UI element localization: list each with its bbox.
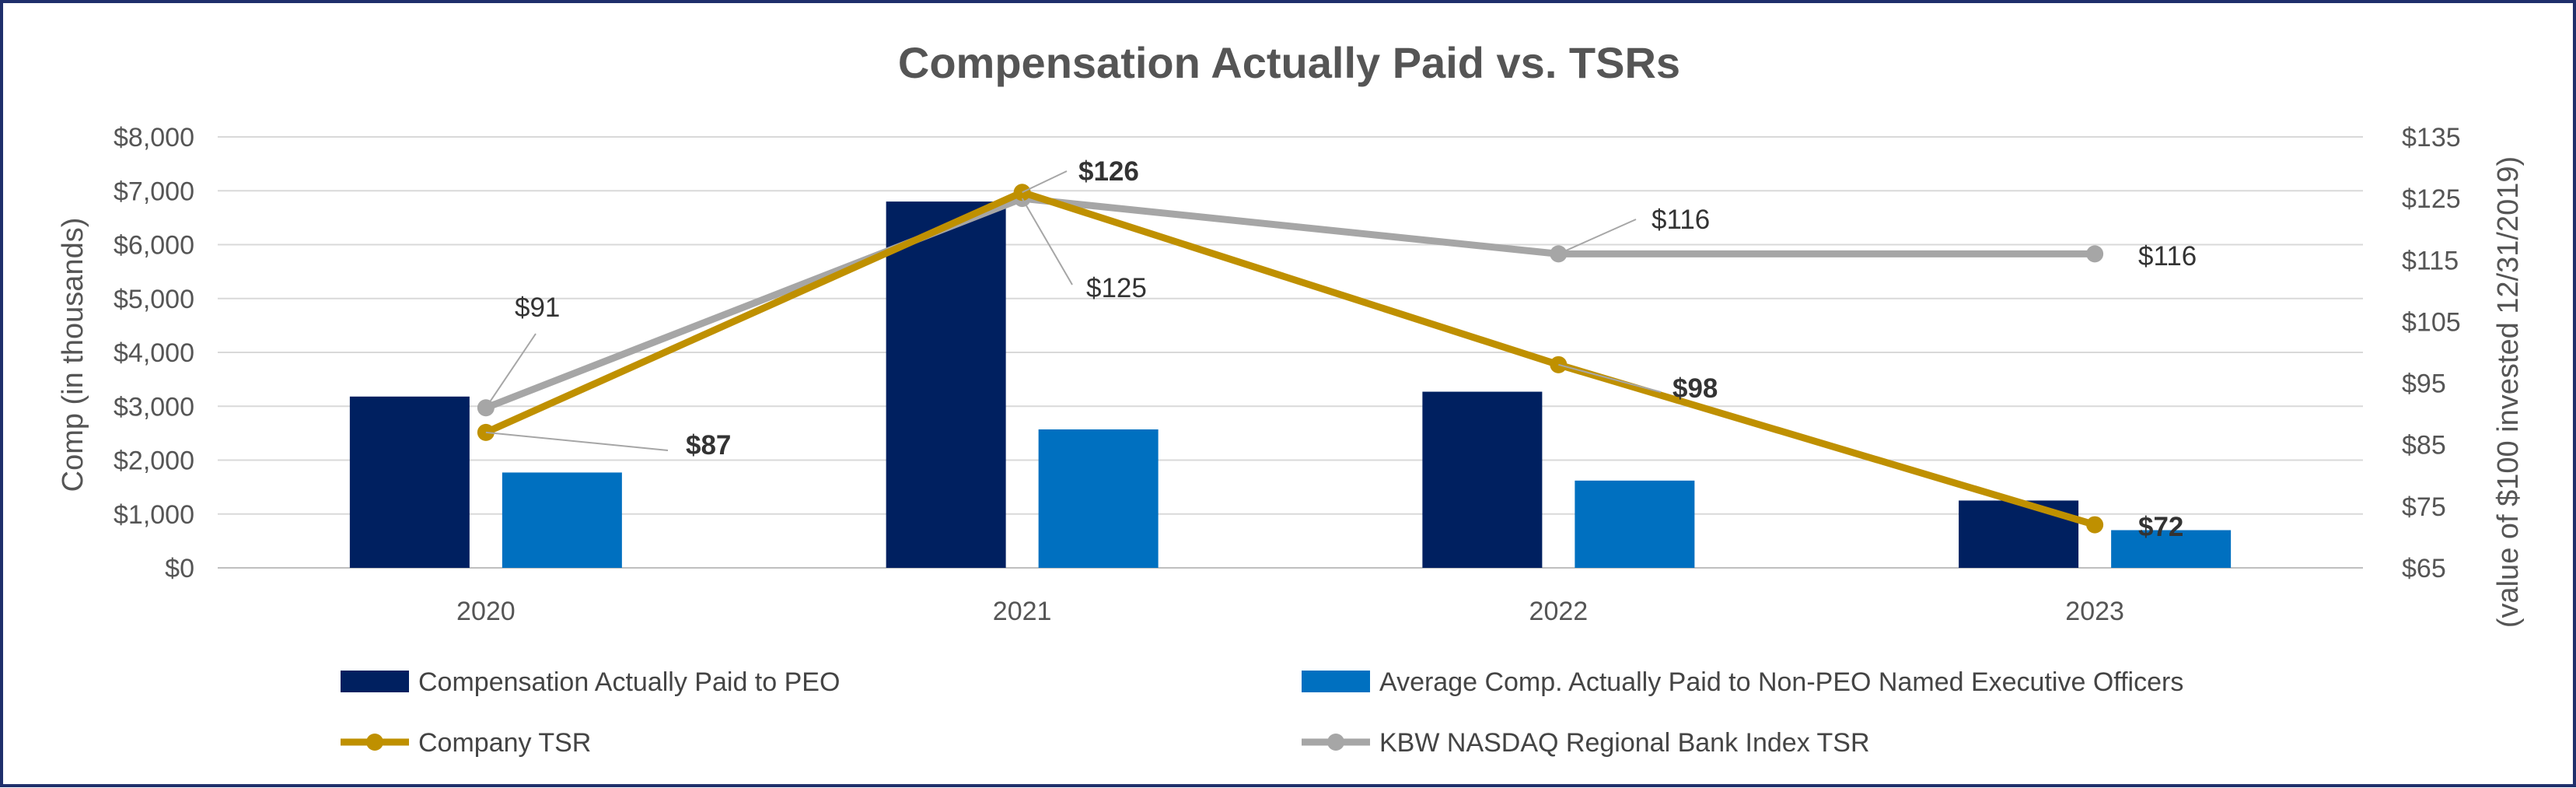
kbw-index-tsr-leader-2022 bbox=[1557, 219, 1637, 255]
y-axis-title: Comp (in thousands) bbox=[57, 218, 89, 492]
company-tsr-leader-2020 bbox=[485, 431, 669, 451]
bar-non-peo-2021 bbox=[1038, 429, 1159, 568]
kbw-index-tsr-data-label-2023: $116 bbox=[2138, 241, 2197, 271]
ticks: $0 $1,000 $2,000 $3,000 $4,000 $5,000 $6,000 $7… bbox=[114, 123, 2461, 626]
data-labels: $87 $126 $98 $72 $91 $125 $116 $116 bbox=[485, 156, 2197, 542]
legend: Compensation Actually Paid to PEO Average… bbox=[341, 667, 2183, 758]
bar-peo-2023 bbox=[1959, 500, 2079, 568]
y-tick-label: $4,000 bbox=[114, 338, 194, 368]
y-tick-label: $5,000 bbox=[114, 285, 194, 314]
legend-company-tsr-label: Company TSR bbox=[418, 728, 591, 758]
y2-tick-label: $125 bbox=[2402, 184, 2461, 214]
x-tick-label: 2023 bbox=[2065, 597, 2124, 626]
kbw-index-tsr-line bbox=[484, 194, 2095, 412]
y2-tick-label: $115 bbox=[2402, 246, 2459, 275]
y-tick-label: $2,000 bbox=[114, 447, 194, 476]
y-tick-label: $1,000 bbox=[114, 500, 194, 530]
y-tick-label: $8,000 bbox=[114, 123, 194, 152]
y-tick-label: $6,000 bbox=[114, 231, 194, 261]
kbw-index-tsr-data-label-2021: $125 bbox=[1086, 273, 1147, 303]
legend-peo-swatch bbox=[341, 671, 409, 692]
y2-tick-label: $85 bbox=[2402, 431, 2446, 461]
lines bbox=[477, 184, 2104, 534]
bar-peo-2022 bbox=[1422, 391, 1543, 568]
kbw-index-tsr-data-label-2020: $91 bbox=[515, 292, 560, 323]
legend-non-peo-swatch bbox=[1302, 671, 1370, 692]
kbw-index-tsr-leader-2021 bbox=[1021, 198, 1073, 285]
x-tick-label: 2021 bbox=[993, 597, 1052, 626]
x-tick-label: 2020 bbox=[456, 597, 516, 626]
y-tick-label: $0 bbox=[165, 554, 194, 583]
company-tsr-line bbox=[484, 188, 2096, 528]
y2-axis-title: (value of $100 invested 12/31/2019) bbox=[2492, 156, 2525, 628]
bar-non-peo-2020 bbox=[502, 472, 622, 568]
y2-tick-label: $75 bbox=[2402, 492, 2446, 522]
company-tsr-data-label-2022: $98 bbox=[1672, 373, 1718, 404]
y2-tick-label: $65 bbox=[2402, 554, 2446, 583]
company-tsr-leader-2021 bbox=[1022, 170, 1068, 194]
company-tsr-data-label-2020: $87 bbox=[686, 430, 731, 461]
company-tsr-leader-2022 bbox=[1558, 363, 1662, 393]
bar-peo-2021 bbox=[886, 201, 1006, 568]
company-tsr-point-2023 bbox=[2086, 516, 2104, 534]
x-tick-label: 2022 bbox=[1529, 597, 1589, 626]
y2-tick-label: $95 bbox=[2402, 369, 2446, 399]
chart-title: Compensation Actually Paid vs. TSRs bbox=[898, 38, 1680, 87]
bar-non-peo-2022 bbox=[1575, 480, 1695, 568]
company-tsr-data-label-2021: $126 bbox=[1078, 156, 1139, 187]
bar-non-peo-2023 bbox=[2111, 530, 2232, 568]
company-tsr-data-label-2023: $72 bbox=[2138, 512, 2183, 542]
y-tick-label: $7,000 bbox=[114, 177, 194, 206]
bars bbox=[349, 201, 2232, 568]
kbw-index-tsr-leader-2020 bbox=[485, 333, 537, 408]
legend-kbw-tsr-swatch-marker bbox=[1327, 734, 1344, 751]
kbw-index-tsr-point-2023 bbox=[2086, 245, 2104, 263]
chart-svg: Compensation Actually Paid vs. TSRs $0 $1… bbox=[57, 38, 2525, 758]
y-tick-label: $3,000 bbox=[114, 392, 194, 422]
bar-peo-2020 bbox=[349, 396, 470, 568]
y2-tick-label: $135 bbox=[2402, 123, 2461, 152]
legend-peo-label: Compensation Actually Paid to PEO bbox=[418, 667, 840, 697]
legend-non-peo-label: Average Comp. Actually Paid to Non-PEO N… bbox=[1379, 667, 2183, 697]
legend-kbw-tsr-label: KBW NASDAQ Regional Bank Index TSR bbox=[1379, 728, 1870, 758]
kbw-index-tsr-data-label-2022: $116 bbox=[1652, 205, 1710, 235]
y2-tick-label: $105 bbox=[2402, 307, 2461, 337]
legend-company-tsr-swatch-marker bbox=[366, 734, 383, 751]
